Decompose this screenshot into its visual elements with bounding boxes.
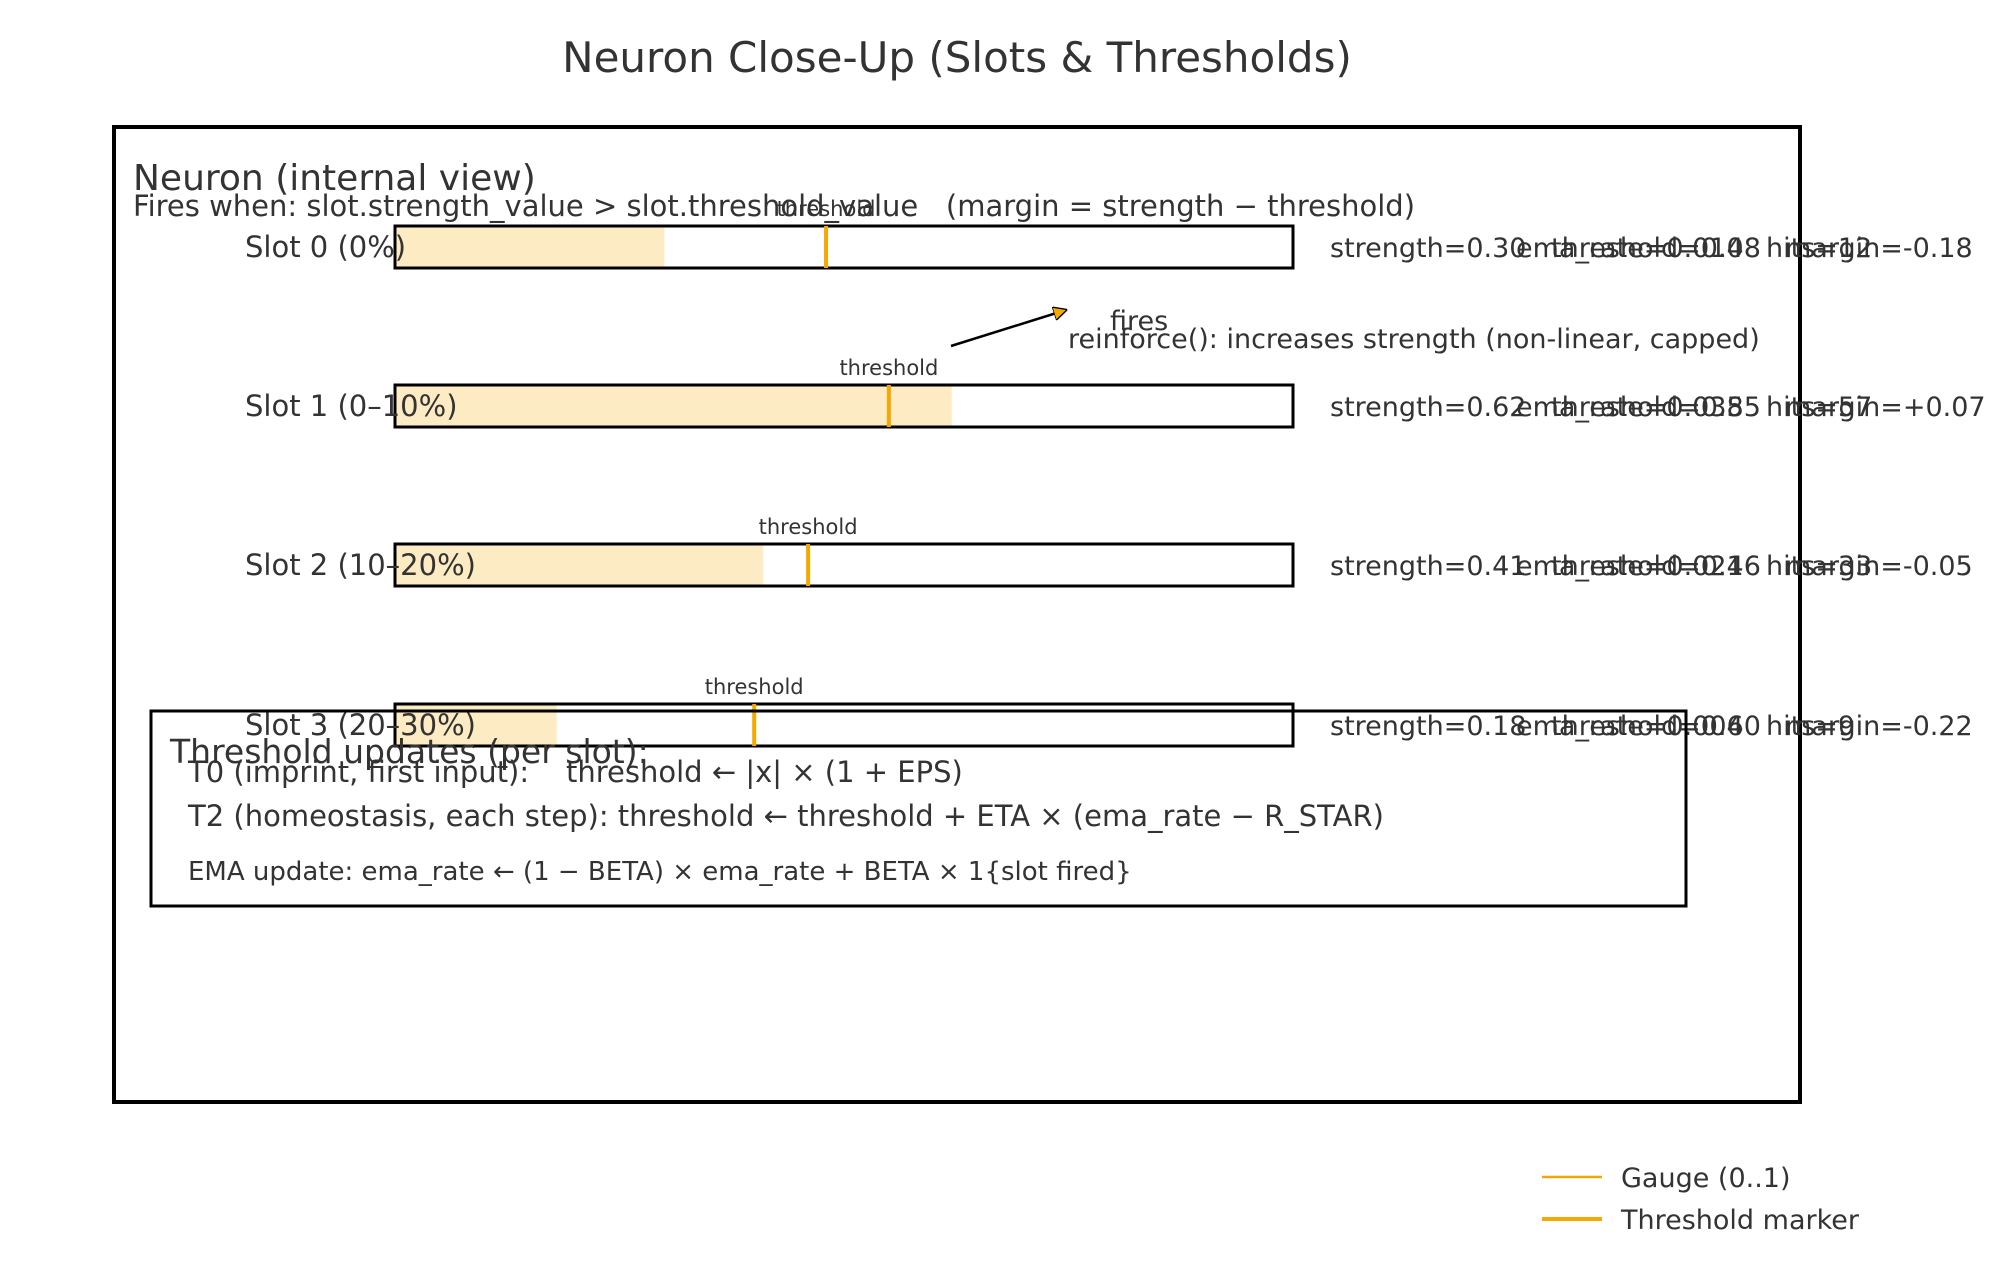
slot-threshold-text: threshold=0.46 (1551, 551, 1761, 582)
slot-label: Slot 0 (0%) (245, 230, 406, 264)
threshold-updates-heading: Threshold updates (per slot): (169, 732, 649, 771)
threshold-updates-box (149, 709, 1688, 908)
slot-threshold-caption: threshold (777, 197, 876, 221)
fires-rule: Fires when: slot.strength_value > slot.t… (133, 189, 1415, 223)
slot-threshold-caption: threshold (705, 675, 804, 699)
slot-gauge-frame (393, 702, 1295, 748)
slot-ema-text: ema_rate=0.021 (1516, 551, 1744, 582)
slot-strength-text: strength=0.41 (1330, 551, 1526, 582)
slot-margin-text: margin=-0.18 (1785, 233, 1973, 264)
legend-gauge-label: Gauge (0..1) (1621, 1163, 1791, 1194)
t2-rule: T2 (homeostasis, each step): threshold ←… (187, 799, 1384, 833)
slot-threshold-text: threshold=0.48 (1551, 233, 1761, 264)
slot-strength-text: strength=0.30 (1330, 233, 1526, 264)
slot-strength-fill (395, 226, 665, 268)
fires-label: fires (1110, 306, 1168, 337)
slot-gauge-frame (393, 383, 1295, 429)
slot-threshold-caption: threshold (759, 515, 858, 539)
slot-row-1: threshold Slot 1 (0–10%) strength=0.62ema_… (245, 356, 1986, 429)
slot-threshold-text: threshold=0.55 (1551, 392, 1761, 423)
slot-ema-text: ema_rate=0.038 (1516, 392, 1744, 423)
slot-hits-text: hits=33 (1766, 551, 1872, 582)
page-title: Neuron Close-Up (Slots & Thresholds) (562, 33, 1352, 82)
t0-rule: T0 (imprint, first input): threshold ← |… (187, 755, 963, 789)
slot-strength-text: strength=0.18 (1330, 711, 1526, 742)
slot-gauge-frame (393, 542, 1295, 588)
slot-label: Slot 1 (0–10%) (245, 389, 458, 423)
slot-label: Slot 2 (10–20%) (245, 548, 476, 582)
legend-threshold-label: Threshold marker (1620, 1205, 1860, 1236)
slot-strength-fill (395, 544, 764, 586)
fires-arrow (950, 310, 1066, 348)
ema-rule: EMA update: ema_rate ← (1 − BETA) × ema_… (188, 857, 1132, 887)
slot-hits-text: hits=9 (1766, 711, 1855, 742)
reinforce-note: reinforce(): increases strength (non-lin… (1068, 324, 1760, 355)
slot-margin-text: margin=-0.05 (1785, 551, 1973, 582)
legend: Gauge (0..1) Threshold marker (1542, 1163, 1860, 1236)
slot-margin-text: margin=+0.07 (1785, 392, 1986, 423)
slot-row-2: threshold Slot 2 (10–20%) strength=0.41ema… (245, 515, 1973, 588)
slot-ema-text: ema_rate=0.010 (1516, 233, 1744, 264)
slot-row-0: threshold Slot 0 (0%) strength=0.30ema_rat… (245, 197, 1973, 270)
neuron-heading: Neuron (internal view) (133, 158, 536, 199)
slot-strength-fill (395, 385, 952, 427)
slot-label: Slot 3 (20–30%) (245, 708, 476, 742)
slot-threshold-caption: threshold (839, 356, 938, 380)
neuron-frame (112, 125, 1802, 1104)
slot-margin-text: margin=-0.22 (1785, 711, 1973, 742)
slot-threshold-text: threshold=0.40 (1551, 711, 1761, 742)
slot-hits-text: hits=57 (1766, 392, 1872, 423)
slot-row-3: threshold Slot 3 (20–30%) strength=0.18ema… (245, 675, 1973, 748)
slot-strength-text: strength=0.62 (1330, 392, 1526, 423)
slot-ema-text: ema_rate=0.006 (1516, 711, 1744, 742)
slot-hits-text: hits=12 (1766, 233, 1872, 264)
slot-gauge-frame (393, 224, 1295, 270)
